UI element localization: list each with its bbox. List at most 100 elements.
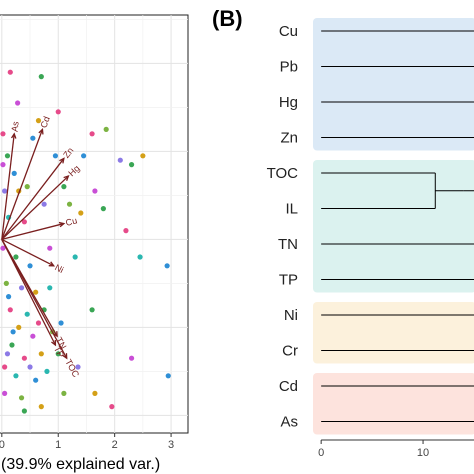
data-point bbox=[18, 395, 25, 401]
data-point bbox=[41, 201, 47, 207]
leaf-label-ni: Ni bbox=[284, 307, 298, 324]
cluster-band bbox=[313, 18, 474, 151]
data-point bbox=[137, 254, 143, 260]
scatter-points bbox=[0, 69, 171, 414]
data-point bbox=[81, 153, 87, 159]
loading-label: As bbox=[10, 120, 21, 132]
data-point bbox=[4, 351, 11, 357]
data-point bbox=[117, 157, 123, 163]
data-point bbox=[52, 153, 59, 159]
data-point bbox=[47, 285, 53, 291]
data-point bbox=[30, 135, 36, 141]
data-point bbox=[4, 153, 11, 159]
data-point bbox=[7, 307, 13, 313]
data-point bbox=[27, 364, 33, 370]
data-point bbox=[9, 342, 15, 348]
data-point bbox=[165, 373, 171, 379]
data-point bbox=[92, 390, 98, 396]
data-point bbox=[61, 390, 67, 396]
data-point bbox=[0, 245, 6, 251]
data-point bbox=[78, 210, 84, 216]
data-point bbox=[92, 188, 98, 194]
data-point bbox=[0, 131, 6, 137]
leaf-label-pb: Pb bbox=[280, 59, 298, 76]
data-point bbox=[11, 170, 17, 176]
leaf-label-zn: Zn bbox=[280, 130, 298, 147]
leaf-label-hg: Hg bbox=[279, 94, 298, 111]
data-point bbox=[72, 254, 78, 260]
loading-arrow-hg bbox=[1, 175, 69, 240]
loading-label: Cu bbox=[65, 215, 79, 228]
data-point bbox=[33, 289, 39, 295]
x-tick-label: 0 bbox=[318, 447, 324, 459]
leaf-label-toc: TOC bbox=[267, 165, 299, 182]
arrowhead bbox=[51, 339, 57, 347]
x-tick-label: 3 bbox=[168, 439, 174, 451]
x-axis-ticks: 0 1 2 3 bbox=[0, 433, 174, 451]
x-tick-label: 2 bbox=[112, 439, 118, 451]
data-point bbox=[38, 74, 44, 80]
data-point bbox=[61, 184, 67, 190]
loading-arrow-cu bbox=[1, 222, 65, 241]
data-point bbox=[44, 368, 50, 374]
data-point bbox=[10, 329, 16, 335]
arrowhead bbox=[59, 157, 65, 164]
data-point bbox=[164, 263, 170, 269]
panel-label-b: (B) bbox=[212, 6, 243, 31]
leaf-label-cr: Cr bbox=[282, 343, 298, 360]
leaf-labels: Cu Pb Hg Zn TOC IL TN TP Ni Cr Cd As bbox=[267, 23, 299, 431]
arrowhead bbox=[62, 353, 68, 360]
arrowhead bbox=[63, 175, 70, 181]
data-point bbox=[3, 280, 9, 286]
loading-arrow-as bbox=[1, 133, 15, 240]
data-point bbox=[27, 263, 33, 269]
dendrogram-tree bbox=[321, 30, 474, 422]
leaf-label-tn: TN bbox=[278, 236, 298, 253]
data-point bbox=[13, 254, 19, 260]
data-point bbox=[140, 153, 146, 159]
x-tick-label: 0 bbox=[0, 439, 5, 451]
data-point bbox=[24, 311, 30, 317]
data-point bbox=[123, 228, 129, 234]
data-point bbox=[5, 294, 12, 300]
cluster-band bbox=[313, 373, 474, 435]
data-point bbox=[103, 126, 109, 132]
data-point bbox=[33, 377, 39, 383]
data-point bbox=[21, 355, 27, 361]
x-axis: 0 10 bbox=[318, 439, 474, 459]
loading-arrow-zn bbox=[1, 158, 65, 240]
data-point bbox=[15, 100, 21, 106]
data-point bbox=[2, 364, 8, 370]
data-point bbox=[75, 364, 81, 370]
data-point bbox=[13, 373, 19, 379]
data-point bbox=[35, 118, 42, 124]
data-point bbox=[16, 324, 22, 330]
data-point bbox=[38, 351, 44, 357]
data-point bbox=[35, 320, 42, 326]
data-point bbox=[128, 355, 135, 361]
plot-area bbox=[0, 14, 189, 434]
data-point bbox=[55, 109, 61, 115]
data-point bbox=[2, 390, 8, 396]
loading-arrow-toc bbox=[1, 239, 68, 359]
data-point bbox=[38, 404, 44, 410]
leaf-label-as: As bbox=[280, 414, 298, 431]
arrowhead bbox=[48, 261, 56, 267]
data-point bbox=[24, 184, 30, 190]
data-point bbox=[109, 404, 115, 410]
loading-arrow-ni bbox=[1, 238, 55, 267]
data-point bbox=[100, 206, 106, 212]
arrowhead bbox=[58, 221, 66, 228]
x-tick-label: 1 bbox=[55, 439, 61, 451]
loading-label: Cd bbox=[38, 115, 51, 129]
data-point bbox=[7, 69, 13, 75]
leaf-label-il: IL bbox=[285, 201, 298, 218]
data-point bbox=[47, 245, 53, 251]
data-point bbox=[2, 188, 8, 194]
data-point bbox=[66, 201, 73, 207]
leaf-label-cd: Cd bbox=[279, 378, 298, 395]
loading-label: Ni bbox=[53, 262, 65, 275]
grid bbox=[0, 15, 188, 433]
